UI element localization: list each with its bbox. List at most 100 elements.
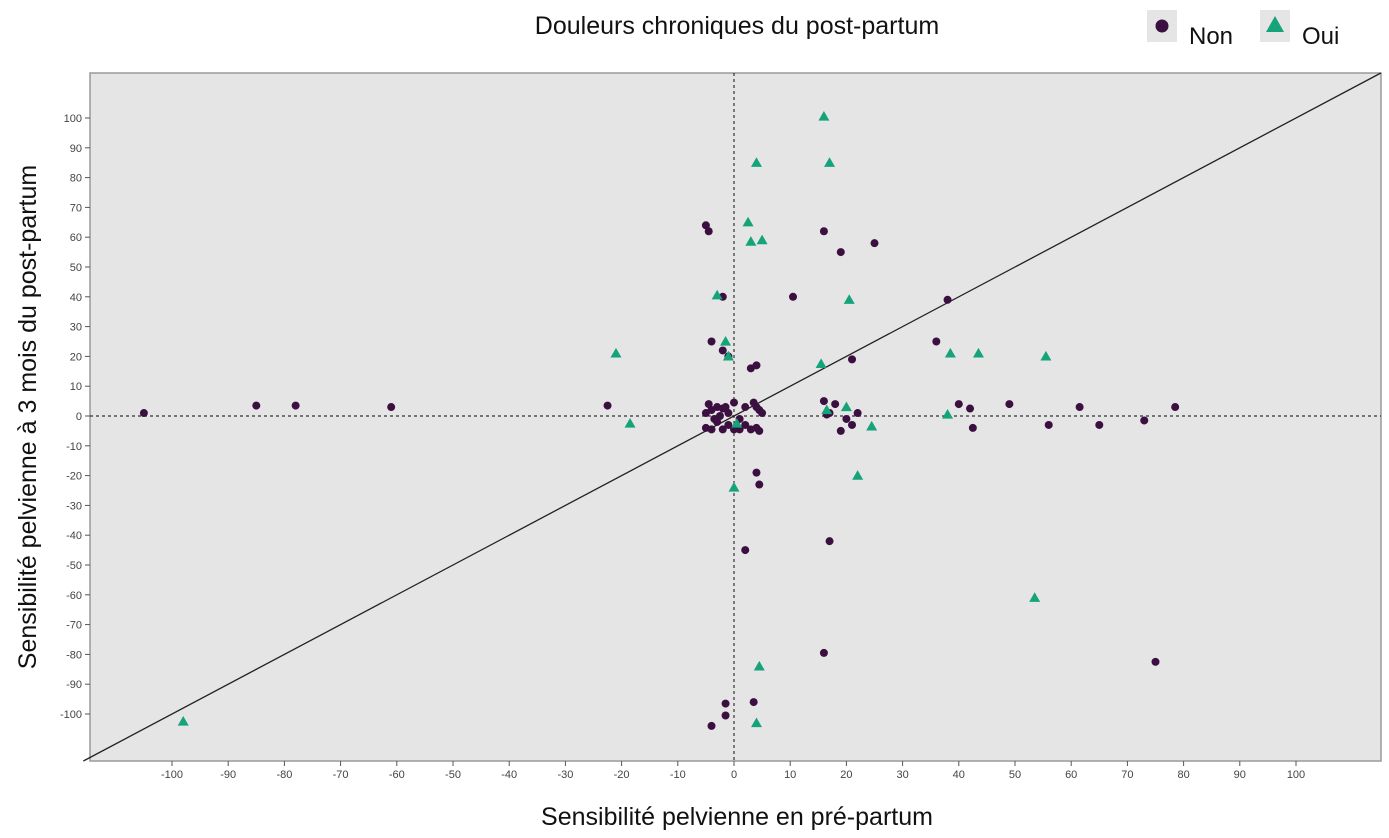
x-axis-title: Sensibilité pelvienne en pré-partum bbox=[541, 803, 933, 831]
point-non bbox=[836, 426, 845, 435]
point-oui bbox=[1040, 350, 1052, 361]
point-non bbox=[848, 355, 857, 364]
point-oui bbox=[610, 347, 622, 358]
point-non bbox=[836, 248, 845, 257]
reference-lines bbox=[83, 72, 1382, 762]
y-tick-label: 70 bbox=[70, 202, 82, 214]
x-tick-label: -80 bbox=[276, 769, 292, 781]
identity-line bbox=[83, 72, 1382, 762]
point-oui bbox=[840, 401, 852, 412]
x-tick-label: 50 bbox=[1009, 769, 1021, 781]
x-tick-label: 100 bbox=[1287, 769, 1305, 781]
y-tick-label: -90 bbox=[66, 679, 82, 691]
point-non bbox=[848, 420, 857, 429]
point-non bbox=[943, 295, 952, 304]
point-oui bbox=[852, 470, 864, 480]
point-non bbox=[1075, 403, 1084, 412]
point-non bbox=[713, 417, 722, 426]
point-non bbox=[755, 480, 764, 489]
x-axis-ticks: -100 -90 -80 -70 -60 -50 -40 -30 -20 -10 0 10 20 30 40… bbox=[161, 761, 1305, 781]
point-oui bbox=[942, 409, 954, 419]
point-oui bbox=[818, 111, 830, 121]
y-axis-ticks: 1009080706050403020100-10-20-30-40-50-60… bbox=[60, 113, 90, 721]
point-non bbox=[252, 401, 261, 410]
x-tick-label: -10 bbox=[670, 769, 686, 781]
point-oui bbox=[177, 715, 189, 726]
point-non bbox=[718, 346, 727, 355]
point-non bbox=[741, 546, 750, 555]
legend: Non Oui bbox=[1147, 10, 1339, 50]
point-non bbox=[1151, 657, 1160, 666]
legend-label-non: Non bbox=[1189, 23, 1233, 50]
y-tick-label: -20 bbox=[66, 471, 82, 483]
point-non bbox=[755, 426, 764, 435]
point-non bbox=[721, 711, 730, 720]
point-non bbox=[853, 409, 862, 418]
x-tick-label: 40 bbox=[953, 769, 965, 781]
x-tick-label: 10 bbox=[784, 769, 796, 781]
point-non bbox=[1171, 403, 1180, 412]
x-tick-label: -20 bbox=[614, 769, 630, 781]
point-non bbox=[707, 337, 716, 346]
point-oui bbox=[866, 420, 878, 431]
x-tick-label: 30 bbox=[896, 769, 908, 781]
point-non bbox=[1140, 416, 1149, 425]
point-oui bbox=[843, 294, 855, 304]
point-non bbox=[730, 398, 738, 407]
y-tick-label: -40 bbox=[66, 530, 82, 542]
point-non bbox=[704, 227, 713, 236]
y-tick-label: 0 bbox=[76, 411, 82, 423]
point-non bbox=[741, 420, 750, 429]
point-oui bbox=[722, 350, 734, 361]
point-non bbox=[825, 537, 834, 546]
x-tick-label: 60 bbox=[1065, 769, 1077, 781]
y-tick-label: 30 bbox=[70, 322, 82, 334]
point-non bbox=[819, 227, 828, 236]
point-non bbox=[724, 409, 733, 418]
point-non bbox=[603, 401, 612, 410]
point-non bbox=[758, 409, 767, 418]
point-oui bbox=[745, 236, 757, 246]
point-non bbox=[704, 400, 713, 409]
point-oui bbox=[824, 157, 836, 167]
x-tick-label: 90 bbox=[1234, 769, 1246, 781]
point-oui bbox=[944, 347, 956, 358]
point-non bbox=[752, 468, 761, 477]
point-oui bbox=[753, 660, 765, 671]
point-non bbox=[1095, 420, 1104, 429]
point-non bbox=[701, 221, 710, 230]
y-tick-label: 100 bbox=[64, 113, 82, 125]
y-tick-label: -60 bbox=[66, 590, 82, 602]
point-non bbox=[721, 403, 730, 412]
point-non bbox=[870, 239, 879, 248]
legend-marker-oui bbox=[1266, 16, 1284, 32]
y-tick-label: 20 bbox=[70, 351, 82, 363]
point-oui bbox=[624, 417, 636, 428]
point-oui bbox=[1029, 592, 1041, 602]
x-tick-label: -90 bbox=[220, 769, 236, 781]
point-oui bbox=[750, 717, 762, 728]
point-non bbox=[707, 425, 716, 434]
y-tick-label: 60 bbox=[70, 232, 82, 244]
point-non bbox=[715, 412, 724, 420]
point-non bbox=[721, 699, 730, 708]
point-oui bbox=[815, 358, 827, 368]
data-points bbox=[139, 111, 1180, 730]
x-tick-label: -50 bbox=[445, 769, 461, 781]
y-tick-label: 50 bbox=[70, 262, 82, 274]
point-oui bbox=[731, 417, 743, 428]
point-non bbox=[831, 400, 840, 409]
point-non bbox=[718, 425, 727, 434]
y-tick-label: -80 bbox=[66, 649, 82, 661]
x-tick-label: -70 bbox=[333, 769, 349, 781]
point-oui bbox=[711, 289, 723, 300]
point-oui bbox=[720, 336, 732, 346]
point-non bbox=[387, 403, 396, 412]
point-non bbox=[707, 721, 716, 730]
x-tick-label: 0 bbox=[731, 769, 737, 781]
point-non bbox=[724, 420, 733, 429]
point-non bbox=[752, 361, 761, 370]
y-tick-label: -100 bbox=[60, 709, 82, 721]
point-oui bbox=[821, 404, 833, 415]
